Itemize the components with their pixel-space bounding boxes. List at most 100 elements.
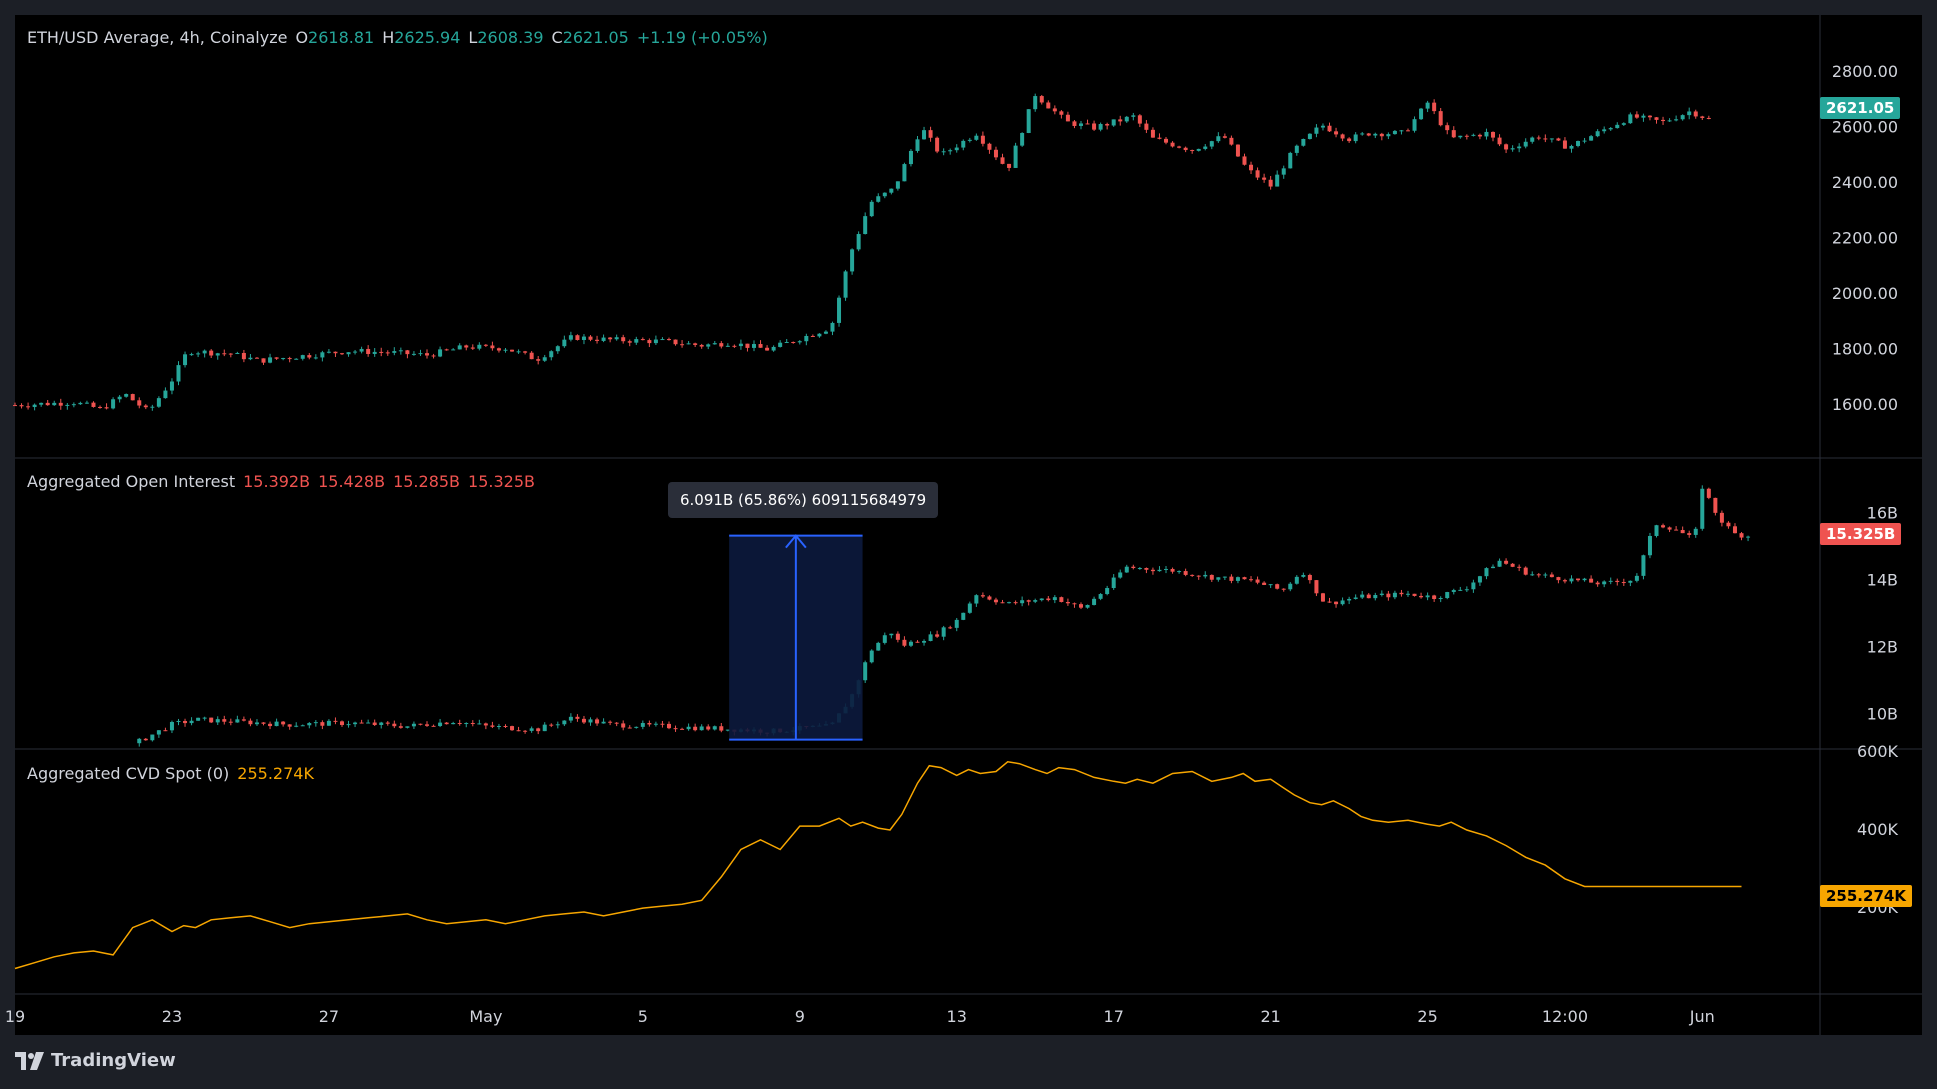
oi-candle [444, 722, 449, 725]
price-candle [183, 354, 188, 366]
cvd-line [14, 761, 1742, 970]
price-candle [300, 355, 305, 359]
price-candle [1674, 119, 1679, 121]
oi-candle [176, 720, 181, 722]
oi-candle [680, 728, 685, 730]
oi-candle [313, 722, 318, 724]
oi-candle [1373, 595, 1378, 599]
oi-candle [1026, 600, 1031, 602]
price-candle [555, 346, 560, 352]
change-value: +1.19 (+0.05%) [636, 28, 768, 47]
oi-candle [1033, 600, 1038, 602]
oi-open: 15.392B [243, 472, 311, 491]
oi-candle [1183, 571, 1188, 575]
price-candle [1432, 102, 1437, 112]
price-candle [398, 350, 403, 352]
price-candle [477, 344, 482, 349]
price-candle [241, 352, 246, 360]
oi-low: 15.285B [393, 472, 461, 491]
oi-candle [379, 722, 384, 725]
cvd-value: 255.274K [237, 764, 314, 783]
oi-candle [941, 627, 946, 637]
oi-candle [980, 595, 985, 597]
price-candle [882, 192, 887, 197]
low-value: 2608.39 [477, 28, 544, 47]
price-candle [1190, 150, 1195, 152]
price-candle [189, 354, 194, 356]
oi-candle [1039, 598, 1044, 601]
oi-candle [1556, 577, 1561, 581]
price-candle [1405, 130, 1410, 132]
oi-candle [1451, 590, 1456, 593]
oi-candle [1706, 488, 1711, 498]
high-key: H [382, 28, 395, 47]
price-candle [451, 349, 456, 351]
oi-candle [974, 595, 979, 604]
oi-candle [634, 726, 639, 728]
chart-frame[interactable] [15, 15, 1922, 1035]
oi-candle [1621, 582, 1626, 584]
oi-candle [320, 722, 325, 726]
oi-candle [496, 726, 501, 728]
oi-candle [1432, 595, 1437, 600]
oi-candle [451, 723, 456, 725]
oi-candle [189, 720, 194, 724]
price-candle [562, 339, 567, 347]
oi-candle [581, 718, 586, 723]
price-candle [666, 339, 671, 341]
oi-candle [1523, 567, 1528, 575]
price-candle [693, 343, 698, 345]
price-candle [843, 271, 848, 298]
oi-candle [1582, 578, 1587, 581]
price-candle [1020, 132, 1025, 146]
oi-candle [1118, 572, 1123, 578]
oi-candle [1314, 580, 1319, 594]
price-candle [941, 151, 946, 153]
oi-candle [1746, 536, 1751, 538]
oi-candle [1732, 526, 1737, 534]
price-candle [379, 351, 384, 353]
price-candle [366, 348, 371, 354]
price-candle [32, 404, 37, 408]
oi-candle [1190, 574, 1195, 576]
oi-candle [647, 722, 652, 725]
price-candle [647, 340, 652, 344]
cvd-tick-label: 600K [1857, 742, 1899, 761]
price-candle [1307, 133, 1312, 139]
oi-candle [601, 721, 606, 724]
oi-candle [1072, 603, 1077, 605]
time-tick-label: 27 [319, 1007, 339, 1026]
oi-candle [418, 723, 423, 725]
price-candle [1621, 123, 1626, 125]
time-tick-label: 23 [162, 1007, 182, 1026]
oi-candle [1052, 597, 1057, 601]
price-candle [797, 341, 802, 343]
price-candle [353, 351, 358, 353]
oi-candle [510, 726, 515, 731]
oi-candle [686, 726, 691, 730]
oi-candle [183, 720, 188, 724]
price-tick-label: 2000.00 [1832, 284, 1898, 303]
price-candle [1150, 129, 1155, 138]
price-candle [1026, 109, 1031, 133]
oi-candle [1124, 566, 1129, 573]
price-candle [758, 344, 763, 348]
price-candle [104, 407, 109, 409]
oi-candle [1438, 598, 1443, 600]
price-candle [1595, 131, 1600, 137]
price-candle [1386, 134, 1391, 137]
oi-candle [1334, 601, 1339, 605]
oi-candle [1013, 602, 1018, 604]
oi-candle [411, 723, 416, 727]
oi-candle [1360, 594, 1365, 598]
price-candle [163, 390, 168, 399]
price-candle [1000, 157, 1005, 164]
oi-candle [287, 724, 292, 727]
price-candle [1039, 96, 1044, 103]
price-candle [1569, 145, 1574, 149]
oi-candle [889, 633, 894, 636]
oi-candle [902, 639, 907, 646]
tradingview-brand[interactable]: TradingView [15, 1050, 176, 1071]
price-candle [65, 404, 70, 406]
